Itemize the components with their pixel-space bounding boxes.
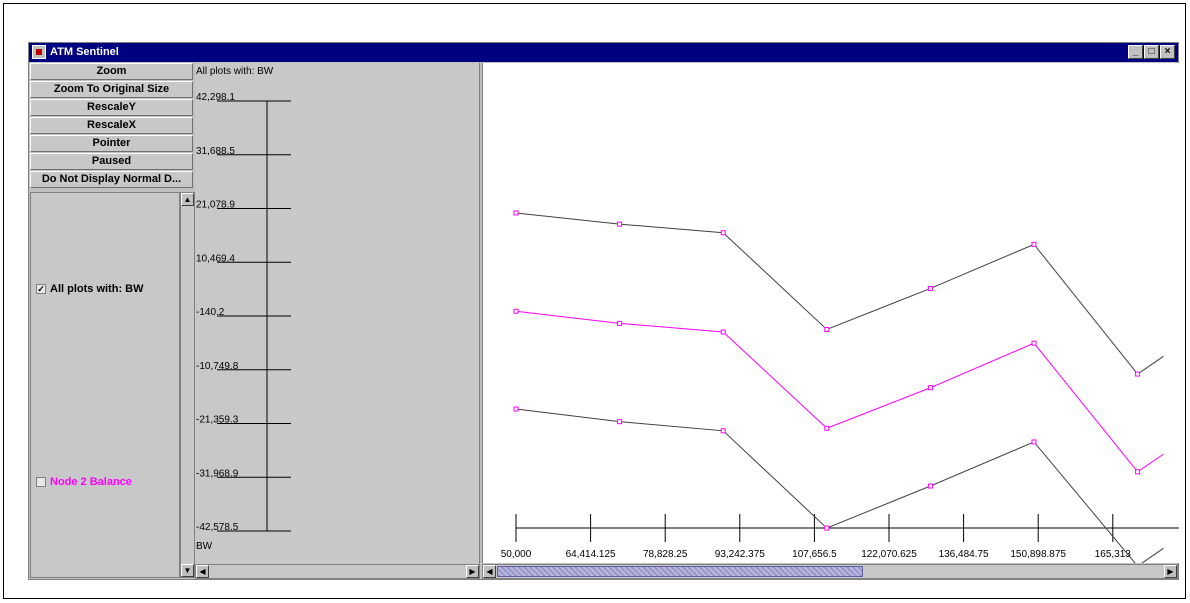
paused-button[interactable]: Paused <box>30 153 193 170</box>
scroll-right-arrow-icon[interactable]: ▶ <box>1164 565 1177 578</box>
data-point <box>513 308 519 314</box>
maximize-button[interactable]: □ <box>1144 45 1159 59</box>
x-tick-label: 165,313 <box>1095 549 1132 560</box>
scroll-left-arrow-icon[interactable]: ◀ <box>483 565 496 578</box>
rescale-y-button[interactable]: RescaleY <box>30 99 193 116</box>
data-point <box>1135 469 1141 475</box>
y-tick-label: -140.2 <box>196 307 225 318</box>
data-point <box>927 385 933 391</box>
legend-item-all-plots[interactable]: ✓ All plots with: BW <box>36 283 143 295</box>
java-app-icon <box>32 45 46 59</box>
title-bar[interactable]: ATM Sentinel _ □ × <box>29 43 1178 62</box>
scrollbar-thumb[interactable] <box>497 566 863 577</box>
data-point <box>927 483 933 489</box>
data-point <box>720 428 726 434</box>
data-point <box>1031 340 1037 346</box>
checkbox-checked-icon[interactable]: ✓ <box>36 284 46 295</box>
plot-legend-list: ✓ All plots with: BW Node 2 Balance <box>30 192 180 578</box>
data-point <box>720 329 726 335</box>
data-point <box>720 230 726 236</box>
legend-item-node-2-balance[interactable]: Node 2 Balance <box>36 476 132 488</box>
data-point <box>824 326 830 332</box>
checkbox-unchecked-icon[interactable] <box>36 477 46 488</box>
data-point <box>513 406 519 412</box>
pointer-button[interactable]: Pointer <box>30 135 193 152</box>
y-tick-label: 21,078.9 <box>196 200 235 211</box>
zoom-button[interactable]: Zoom <box>30 63 193 80</box>
x-tick-label: 64,414.125 <box>566 549 616 560</box>
y-tick-label: -31,968.9 <box>196 468 239 479</box>
x-tick-label: 50,000 <box>501 549 532 560</box>
y-axis-ticks: 42,298.1 31,688.5 21,078.9 10,469.4 -140.2 -1… <box>196 92 291 533</box>
data-point <box>1135 371 1141 377</box>
scroll-left-arrow-icon[interactable]: ◀ <box>196 565 209 578</box>
control-panel: Zoom Zoom To Original Size RescaleY Resc… <box>30 63 195 578</box>
data-point <box>824 425 830 431</box>
y-axis-panel: All plots with: BW BW 42,298.1 31,688.5 21… <box>195 63 480 578</box>
y-tick-label: 42,298.1 <box>196 92 235 103</box>
legend-label-node-2-balance: Node 2 Balance <box>50 476 132 488</box>
series-line <box>515 408 1164 563</box>
scroll-down-arrow-icon[interactable]: ▼ <box>181 564 194 577</box>
data-point <box>824 525 830 531</box>
x-tick-label: 150,898.875 <box>1010 549 1066 560</box>
legend-label-all-plots: All plots with: BW <box>50 283 144 295</box>
y-axis-footer: BW <box>196 541 213 552</box>
x-tick-label: 78,828.25 <box>643 549 688 560</box>
series-line <box>515 212 1164 375</box>
x-tick-label: 93,242.375 <box>715 549 765 560</box>
rescale-x-button[interactable]: RescaleX <box>30 117 193 134</box>
window-title: ATM Sentinel <box>50 46 119 58</box>
y-axis-header: All plots with: BW <box>196 66 274 77</box>
data-point <box>617 221 623 227</box>
axis-horizontal-scrollbar[interactable]: ◀ ▶ <box>195 564 480 579</box>
plot-area[interactable]: 50,000 64,414.125 78,828.25 93,242.375 107,6… <box>482 63 1179 563</box>
y-tick-label: -21,359.3 <box>196 415 239 426</box>
atm-sentinel-window: ATM Sentinel _ □ × Zoom Zoom To Original… <box>28 42 1179 580</box>
data-point <box>513 210 519 216</box>
x-tick-label: 122,070.625 <box>861 549 917 560</box>
x-tick-label: 136,484.75 <box>939 549 989 560</box>
y-tick-label: 31,688.5 <box>196 146 235 157</box>
data-point <box>927 285 933 291</box>
y-tick-label: -42,578.5 <box>196 522 239 533</box>
series-line <box>515 310 1164 473</box>
legend-vertical-scrollbar[interactable]: ▲ ▼ <box>180 192 195 578</box>
screenshot-frame: ATM Sentinel _ □ × Zoom Zoom To Original… <box>3 3 1186 599</box>
data-point <box>617 419 623 425</box>
plot-horizontal-scrollbar[interactable]: ◀ ▶ <box>482 564 1178 579</box>
plot-svg: 50,000 64,414.125 78,828.25 93,242.375 107,6… <box>501 210 1179 563</box>
zoom-original-size-button[interactable]: Zoom To Original Size <box>30 81 193 98</box>
close-button[interactable]: × <box>1160 45 1175 59</box>
scroll-right-arrow-icon[interactable]: ▶ <box>466 565 479 578</box>
y-tick-label: 10,469.4 <box>196 253 235 264</box>
do-not-display-normal-button[interactable]: Do Not Display Normal D... <box>30 171 193 188</box>
y-tick-label: -10,749.8 <box>196 361 239 372</box>
y-axis-svg: All plots with: BW BW 42,298.1 31,688.5 21… <box>196 66 291 552</box>
data-point <box>617 320 623 326</box>
scroll-up-arrow-icon[interactable]: ▲ <box>181 193 194 206</box>
x-tick-label: 107,656.5 <box>792 549 837 560</box>
data-point <box>1031 439 1037 445</box>
minimize-button[interactable]: _ <box>1128 45 1143 59</box>
data-point <box>1031 241 1037 247</box>
